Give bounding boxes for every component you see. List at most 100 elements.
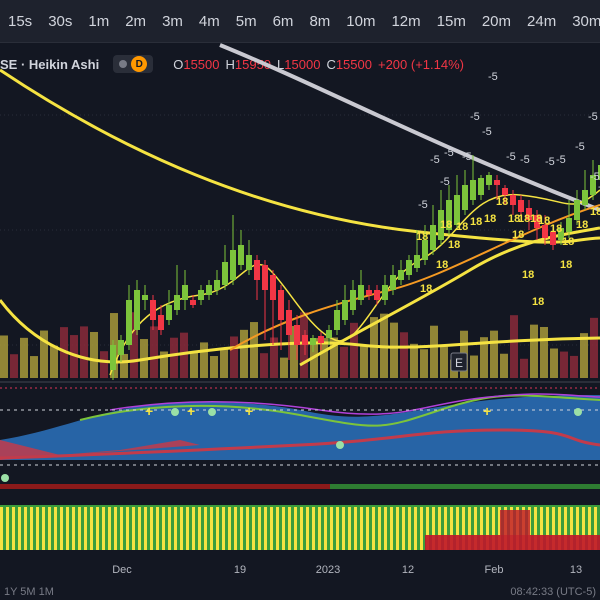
candle-body	[286, 310, 292, 335]
high-value: 15950	[234, 56, 272, 72]
price-annotation-18: 18	[496, 196, 508, 208]
histogram-bar	[150, 507, 153, 550]
histogram-bar	[90, 507, 93, 550]
timeframe-15s[interactable]: 15s	[8, 12, 33, 30]
price-annotation-18: 18	[512, 229, 524, 241]
symbol-legend: SE · Heikin Ashi D O 15500 H 15950 L 15000 …	[0, 52, 600, 76]
histogram-bar	[498, 507, 501, 550]
signal-plus-icon: +	[483, 403, 491, 419]
timeframe-15m[interactable]: 15m	[436, 12, 466, 30]
volume-bar	[560, 351, 568, 378]
price-annotation-18: 18	[560, 259, 572, 271]
volume-bar	[260, 353, 268, 378]
histogram-bar	[162, 507, 165, 550]
candle-body	[294, 325, 300, 345]
histogram-bar	[594, 507, 597, 550]
timeframe-2m[interactable]: 2m	[125, 12, 147, 30]
price-annotation-18: 18	[576, 219, 588, 231]
volume-bar	[510, 315, 518, 378]
low-label: L	[277, 56, 285, 72]
histogram-bar	[12, 507, 15, 550]
histogram-bar	[96, 507, 99, 550]
timeframe-4m[interactable]: 4m	[198, 12, 220, 30]
histogram-bar	[0, 507, 3, 550]
timeframe-12m[interactable]: 12m	[391, 12, 421, 30]
ma-yellow-rising-line	[299, 226, 600, 367]
histogram-bar	[510, 507, 513, 550]
volume-bar	[220, 348, 228, 378]
volume-bar	[550, 348, 558, 378]
candle-body	[358, 285, 364, 300]
histogram-bar	[426, 507, 429, 550]
timeframe-3m[interactable]: 3m	[162, 12, 183, 30]
histogram-bar	[558, 507, 561, 550]
signal-plus-icon: +	[187, 403, 195, 419]
histogram-bar	[132, 507, 135, 550]
timeframe-8m[interactable]: 8m	[309, 12, 331, 30]
timeframe-5m[interactable]: 5m	[235, 12, 257, 30]
price-annotation-18: 18	[440, 219, 452, 231]
price-annotation-minus5: -5	[506, 151, 516, 163]
volume-bar	[470, 355, 478, 378]
x-label-12: 12	[402, 564, 414, 576]
timeframe-30m[interactable]: 30m	[572, 12, 600, 30]
ma-orange-line	[229, 204, 600, 351]
volume-bar	[390, 322, 398, 378]
candle-body	[382, 285, 388, 300]
volume-bar	[180, 332, 188, 378]
timeframe-10m[interactable]: 10m	[346, 12, 376, 30]
timeframe-24m[interactable]: 24m	[527, 12, 557, 30]
histogram-bar	[72, 507, 75, 550]
candle-body	[222, 262, 228, 285]
price-annotation-18: 18	[448, 239, 460, 251]
symbol-name[interactable]: SE · Heikin Ashi	[0, 56, 100, 72]
volume-bar	[190, 352, 198, 378]
histogram-bar	[372, 507, 375, 550]
signal-dot-icon	[171, 408, 179, 416]
histogram-bar	[462, 507, 465, 550]
candle-body	[534, 215, 540, 228]
candle-body	[462, 185, 468, 210]
timeframe-20m[interactable]: 20m	[481, 12, 512, 30]
timeframe-1m[interactable]: 1m	[88, 12, 110, 30]
candle-body	[374, 290, 380, 300]
trend-strip-bull	[330, 484, 600, 489]
volume-bar	[410, 343, 418, 378]
histogram-bar	[582, 507, 585, 550]
candle-body	[550, 232, 556, 245]
candle-body	[254, 260, 260, 280]
histogram-bar	[234, 507, 237, 550]
price-annotation-minus5: -5	[482, 126, 492, 138]
histogram-bar	[54, 507, 57, 550]
volume-bar	[530, 324, 538, 378]
candle-body	[502, 188, 508, 195]
candle-body	[590, 175, 596, 195]
histogram-bar	[258, 507, 261, 550]
candle-body	[206, 285, 212, 295]
histogram-bar	[414, 507, 417, 550]
range-buttons[interactable]: 1Y 5M 1M	[4, 586, 54, 598]
candle-body	[510, 195, 516, 205]
volume-bar	[140, 339, 148, 378]
histogram-bar	[66, 507, 69, 550]
histogram-bar	[366, 507, 369, 550]
ma-yellow-slow-line	[0, 68, 600, 244]
candle-body	[190, 300, 196, 305]
interval-badge[interactable]: D	[113, 55, 154, 73]
trend-strip-bear	[0, 484, 330, 489]
x-label-19: 19	[234, 564, 246, 576]
candle-body	[526, 208, 532, 220]
timeframe-30s[interactable]: 30s	[48, 12, 73, 30]
x-label-13: 13	[570, 564, 582, 576]
histogram-bar	[570, 507, 573, 550]
histogram-bar	[36, 507, 39, 550]
histogram-bar	[546, 507, 549, 550]
volume-bar	[210, 356, 218, 378]
timeframe-toolbar: 15s30s1m2m3m4m5m6m8m10m12m15m20m24m30m45…	[0, 0, 600, 43]
histogram-bar	[48, 507, 51, 550]
candle-body	[110, 345, 116, 370]
histogram-bar	[552, 507, 555, 550]
timeframe-6m[interactable]: 6m	[272, 12, 294, 30]
histogram-bar	[144, 507, 147, 550]
